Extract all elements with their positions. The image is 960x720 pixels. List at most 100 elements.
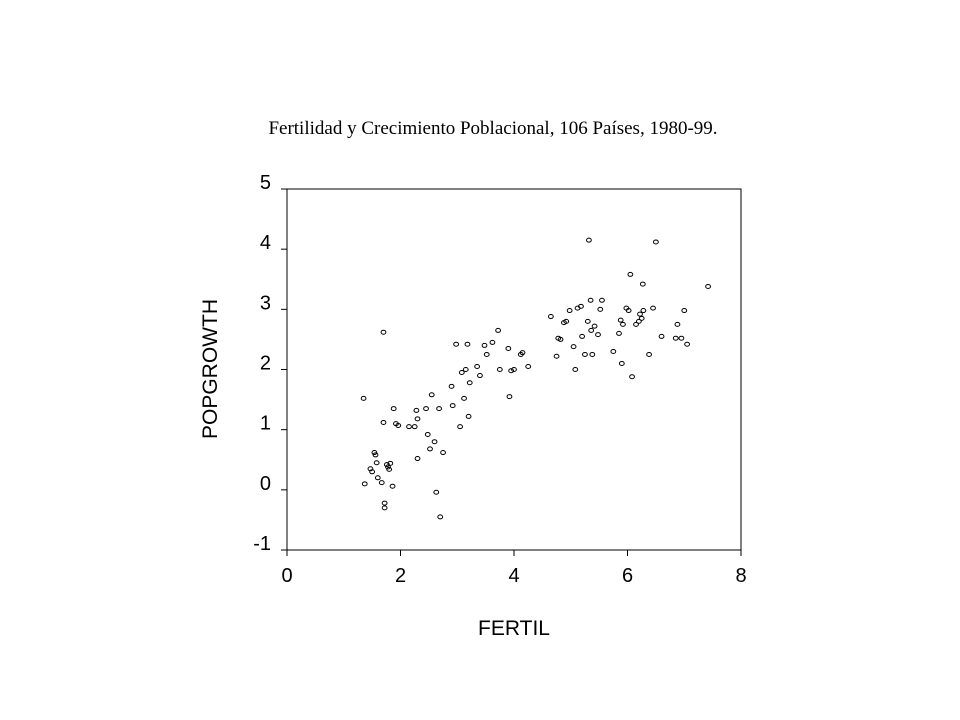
data-point (629, 374, 635, 380)
data-point (570, 344, 577, 350)
data-point (525, 363, 532, 369)
data-point (360, 395, 367, 401)
data-point (705, 283, 711, 289)
x-tick-label: 4 (508, 565, 519, 587)
data-point (449, 403, 456, 409)
data-point (453, 341, 460, 347)
data-point (511, 367, 517, 372)
y-tick-label: -1 (253, 533, 271, 555)
data-point (519, 350, 526, 356)
data-point (389, 483, 396, 489)
data-points (360, 237, 711, 520)
data-point (620, 321, 626, 327)
data-point (646, 351, 652, 357)
data-point (458, 370, 465, 376)
data-point (436, 406, 442, 412)
y-axis: -1 0 1 2 3 4 5 (253, 172, 287, 555)
x-tick-label: 6 (622, 565, 633, 587)
y-tick-label: 2 (260, 353, 271, 375)
data-point (466, 380, 473, 386)
data-point (635, 318, 642, 324)
data-point (433, 489, 440, 495)
data-point (437, 514, 444, 520)
data-point (639, 281, 646, 287)
data-point (579, 333, 585, 339)
data-point (625, 308, 632, 314)
data-point (465, 413, 472, 419)
y-axis-label: POPGROWTH (199, 299, 222, 439)
data-point (386, 466, 393, 472)
data-point (586, 237, 592, 243)
data-point (373, 460, 380, 466)
data-point (637, 311, 643, 317)
data-point (589, 351, 596, 357)
data-point (563, 318, 570, 324)
data-point (457, 424, 463, 430)
data-point (411, 424, 418, 430)
data-point (506, 394, 513, 400)
data-point (427, 446, 433, 452)
data-point (678, 335, 685, 341)
data-point (371, 450, 378, 456)
x-axis-label: FERTIL (478, 617, 550, 640)
data-point (431, 439, 438, 445)
data-point (395, 422, 402, 428)
data-point (380, 419, 387, 425)
data-point (672, 335, 679, 341)
data-point (481, 342, 488, 348)
data-point (369, 469, 376, 475)
y-tick-label: 3 (260, 292, 271, 314)
data-point (477, 373, 483, 379)
data-point (572, 367, 579, 372)
data-point (414, 416, 421, 422)
y-tick-label: 5 (260, 172, 271, 194)
data-point (591, 323, 598, 329)
data-point (495, 327, 502, 333)
data-point (578, 303, 584, 309)
data-point (474, 363, 481, 369)
data-point (582, 351, 588, 357)
data-point (633, 321, 639, 327)
data-point (406, 424, 412, 430)
y-tick-label: 0 (260, 473, 271, 495)
data-point (627, 271, 634, 277)
x-tick-label: 8 (735, 565, 746, 587)
data-point (617, 317, 624, 323)
data-point (640, 308, 647, 314)
data-point (413, 407, 420, 413)
data-point (650, 305, 656, 311)
data-point (587, 297, 594, 303)
data-point (378, 480, 385, 486)
data-point (462, 367, 469, 372)
data-point (424, 431, 431, 437)
data-point (387, 460, 394, 466)
data-point (595, 332, 601, 338)
data-point (381, 500, 388, 506)
data-point (380, 329, 387, 335)
data-point (423, 406, 429, 412)
data-point (652, 239, 659, 245)
data-point (597, 306, 604, 312)
data-point (584, 318, 591, 324)
data-point (496, 367, 503, 372)
data-point (638, 315, 645, 321)
data-point (681, 308, 688, 314)
data-point (616, 330, 622, 336)
data-point (461, 395, 467, 401)
data-point (505, 345, 512, 351)
x-axis: 0 2 4 6 8 (281, 550, 747, 587)
data-point (489, 339, 496, 345)
data-point (557, 336, 564, 342)
data-point (684, 341, 690, 347)
data-point (464, 341, 471, 347)
data-point (414, 456, 421, 462)
data-point (588, 327, 595, 333)
data-point (508, 368, 515, 374)
data-point (483, 351, 490, 357)
data-point (428, 392, 435, 398)
data-point (553, 353, 560, 359)
data-point (599, 297, 605, 303)
y-tick-label: 1 (260, 413, 271, 435)
data-point (374, 475, 381, 481)
data-point (547, 314, 554, 320)
